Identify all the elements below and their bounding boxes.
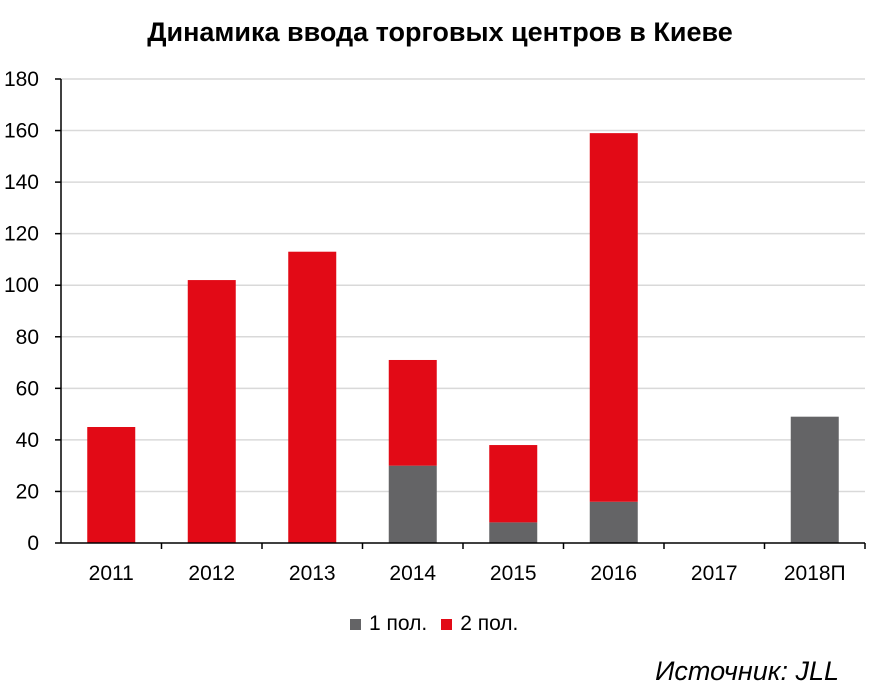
- legend-item-series-1: 1 пол.: [350, 612, 427, 636]
- bar-2015-series-2: [489, 445, 538, 523]
- bar-2015-series-1: [489, 522, 538, 543]
- bar-2014-series-1: [388, 465, 437, 543]
- y-tick-label: 140: [4, 171, 39, 194]
- y-tick-label: 20: [16, 480, 39, 503]
- x-tick-label: 2015: [490, 562, 537, 585]
- x-tick-label: 2017: [691, 562, 738, 585]
- y-tick-label: 0: [27, 532, 39, 555]
- legend-label-series-2: 2 пол.: [460, 612, 519, 635]
- legend-item-series-2: 2 пол.: [441, 612, 518, 636]
- x-tick-label: 2018П: [784, 562, 846, 585]
- y-tick-label: 180: [4, 68, 39, 91]
- chart-title: Динамика ввода торговых центров в Киеве: [147, 17, 733, 47]
- x-tick-label: 2011: [89, 562, 134, 585]
- bar-2013-series-2: [288, 251, 337, 543]
- x-tick-label: 2012: [188, 562, 235, 585]
- x-tick-label: 2016: [590, 562, 637, 585]
- bar-2012-series-2: [187, 280, 236, 543]
- legend-swatch-series-1: [350, 618, 361, 630]
- bar-2016-series-1: [589, 501, 638, 543]
- tick-labels: 0 20 40 60 80 100 120 140 160 180 2011 2012 2013 2014…: [4, 68, 846, 585]
- y-tick-label: 160: [4, 120, 39, 143]
- bar-2016-series-2: [589, 133, 638, 502]
- x-tick-label: 2014: [389, 562, 436, 585]
- legend: 1 пол. 2 пол.: [350, 612, 532, 636]
- bar-2018П-series-1: [790, 416, 839, 543]
- source-note: Источник: JLL: [655, 656, 839, 686]
- legend-label-series-1: 1 пол.: [369, 612, 428, 635]
- y-tick-label: 80: [16, 326, 39, 349]
- bars: [87, 133, 839, 543]
- x-tick-label: 2013: [289, 562, 336, 585]
- bar-2014-series-2: [388, 359, 437, 466]
- y-tick-label: 60: [16, 377, 39, 400]
- legend-swatch-series-2: [441, 618, 453, 630]
- y-tick-label: 40: [16, 429, 39, 452]
- bar-2011-series-2: [87, 427, 136, 543]
- gridlines: [61, 78, 865, 493]
- y-tick-label: 100: [4, 274, 39, 297]
- axes: [55, 78, 866, 549]
- y-tick-label: 120: [4, 223, 39, 246]
